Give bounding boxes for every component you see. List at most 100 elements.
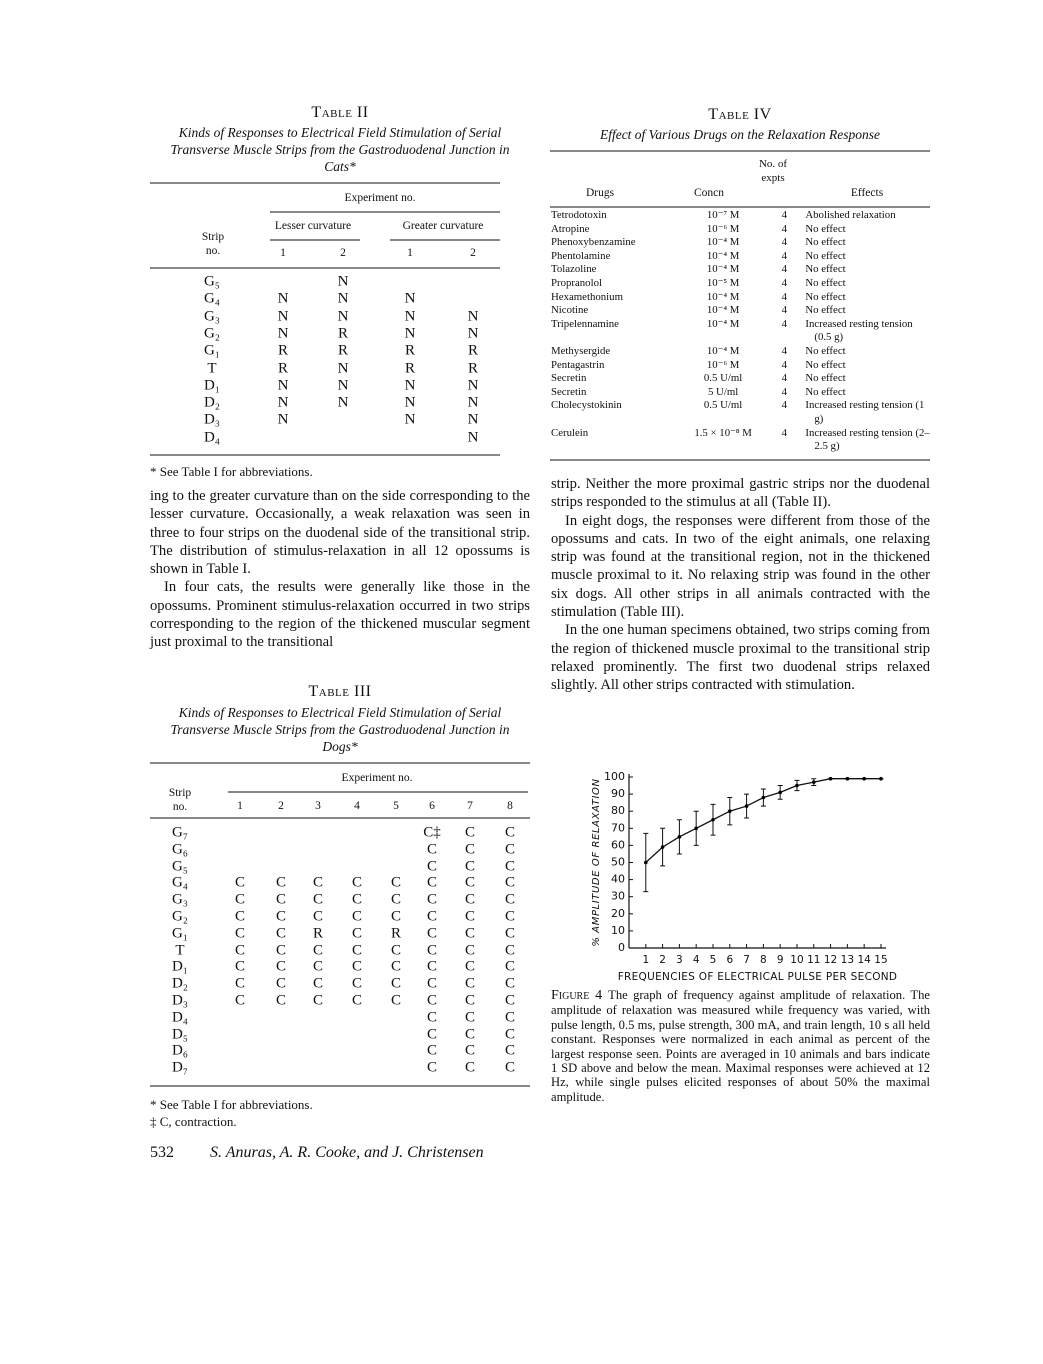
table-cell: C [426,1042,437,1059]
table-cell: C [464,824,475,841]
table-cell: C [390,874,401,891]
table-cell: Increased resting tension (0.5 g) [805,317,913,344]
column-header: 2 [278,800,284,812]
x-tick-label: 9 [777,954,784,966]
data-point [879,776,883,781]
y-tick-label: 60 [611,838,625,851]
table-cell: Tolazoline [551,263,597,276]
table-cell: C [390,908,401,925]
table-cell: 4 [781,290,787,303]
table-label: Table II [311,104,369,121]
strip-label: T [175,942,185,959]
data-point [744,804,749,808]
data-point [727,809,732,813]
table-cell: C [351,992,362,1009]
paragraph: strip. Neither the more proximal gastric… [551,476,930,511]
y-tick-label: 80 [611,804,625,817]
strip-label: G₂ [171,908,189,925]
table-cell: C [426,908,437,925]
table-cell: N [404,290,416,307]
table-row: Hexamethonium 10⁻⁴ M 4 No effect [551,291,931,305]
y-tick-label: 70 [611,821,625,834]
table-cell: No effect [805,385,846,398]
table-cell: C [234,874,245,891]
table-cell: C [312,975,323,992]
table-cell: C [464,942,475,959]
table-cell: C [275,908,286,925]
table-cell: Secretin [551,385,587,398]
table-cell: C [390,992,401,1009]
table-cell: C [234,975,245,992]
y-axis-label: % AMPLITUDE OF RELAXATION [591,778,602,946]
table-cell: C [426,1059,437,1076]
strip-label: D₃ [203,411,221,428]
table-cell: 4 [781,344,787,357]
table-cell: C [464,858,475,875]
running-authors: S. Anuras, A. R. Cooke, and J. Christens… [210,1144,484,1161]
table-cell: Tripelennamine [551,317,619,330]
caption-text: The graph of frequency against amplitude… [551,988,930,1104]
strip-label: G₃ [203,308,221,325]
x-tick-label: 2 [659,954,666,966]
group-header: Experiment no. [344,192,416,204]
table-cell: C [504,925,515,942]
table-cell: 0.5 U/ml [703,372,743,385]
x-tick-label: 6 [726,954,733,966]
table-label: Table IV [708,106,772,123]
table-cell: R [277,360,288,376]
table-cell: C [351,925,362,942]
table-cell: N [277,290,289,307]
table-cell: Pentagastrin [551,358,605,371]
column-header: 1 [280,247,286,259]
strip-label: G₁ [203,342,221,359]
drug-table: Tetrodotoxin 10⁻⁷ M 4 Abolished relaxation A… [551,209,931,454]
strip-label: D₁ [171,958,189,975]
strip-label: D₂ [171,975,189,992]
subgroup-header: Lesser curvature [274,220,352,232]
table-cell: 4 [781,399,787,412]
table-cell: 10⁻⁷ M [706,209,740,221]
subgroup-header: Greater curvature [402,220,484,232]
table-cell: C [504,824,515,841]
table-cell: N [277,394,289,411]
column-header: 1 [237,800,243,812]
table-cell: N [467,394,479,411]
table-cell: 1.5 × 10⁻⁸ M [694,426,752,439]
strip-label: D₃ [171,992,189,1009]
table-cell: N [404,394,416,411]
table-cell: C [426,891,437,908]
table-cell: No effect [805,276,846,289]
table-cell: R [337,325,348,342]
table-cell: R [277,342,288,359]
table-row: Secretin 5 U/ml 4 No effect [551,386,931,400]
table-cell: No effect [805,236,846,249]
table-cell: C [504,1042,515,1059]
strip-label: G₅ [171,858,189,875]
table-cell: C [464,841,475,858]
table-cell: C [504,874,515,891]
table-cell: C [504,992,515,1009]
data-point [862,776,866,781]
paragraph: In eight dogs, the responses were differ… [551,512,930,621]
x-tick-label: 11 [807,954,820,966]
body-text: ing to the greater curvature than on the… [150,487,530,652]
table-cell: C [390,958,401,975]
table-cell: N [404,377,416,394]
strip-label: G₂ [203,325,221,342]
table-cell: C [464,874,475,891]
data-point [828,776,833,781]
table-cell: N [277,411,289,428]
table-caption: Kinds of Responses to Electrical Field S… [170,705,510,754]
table-cell: C [426,1026,437,1043]
table-cell: C [464,1042,475,1059]
table-cell: C [464,975,475,992]
x-tick-label: 12 [824,954,837,966]
table-cell: Atropine [551,222,590,235]
x-tick-label: 8 [760,954,767,966]
x-tick-label: 15 [874,954,887,966]
table-row: Cerulein 1.5 × 10⁻⁸ M 4 Increased resting t… [551,427,931,454]
x-tick-label: 4 [693,954,700,966]
column-header: 6 [429,800,435,812]
